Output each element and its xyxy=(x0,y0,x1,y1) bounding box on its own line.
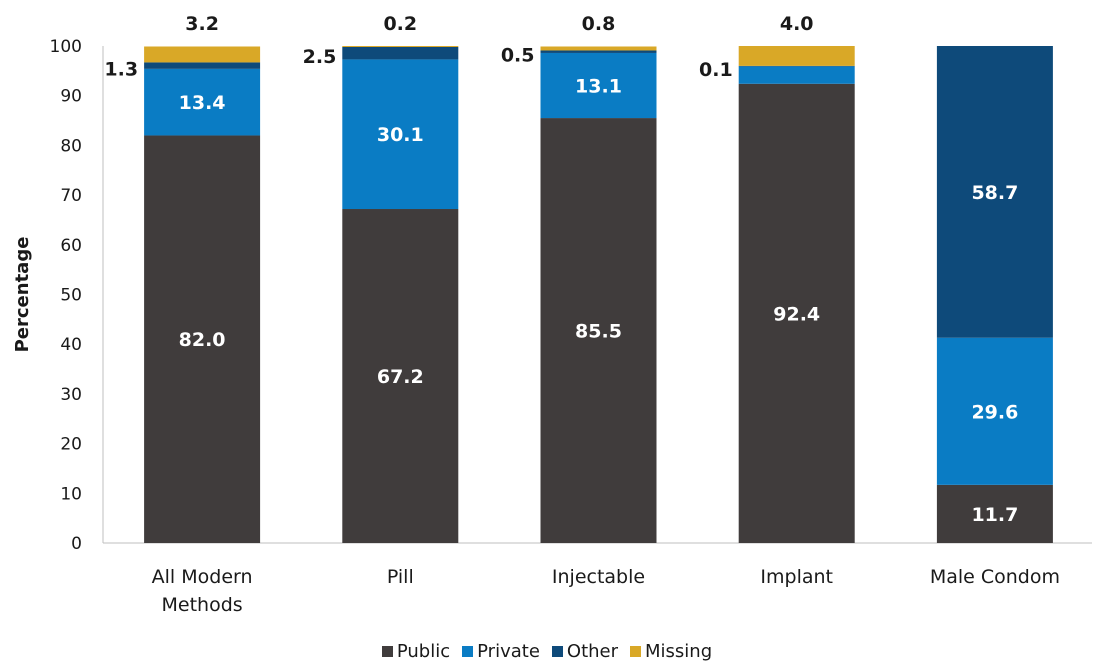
bar-private-1 xyxy=(342,59,459,210)
data-label-public-1: 67.2 xyxy=(377,366,424,388)
data-label-other-0: 1.3 xyxy=(104,59,138,81)
legend-item-public: Public xyxy=(381,640,451,662)
legend: Public Private Other Missing xyxy=(0,640,1094,662)
bar-public-4 xyxy=(936,484,1053,543)
data-label-missing-2: 0.8 xyxy=(582,13,616,35)
data-label-missing-1: 0.2 xyxy=(383,13,417,35)
data-label-private-1: 30.1 xyxy=(377,124,424,146)
bar-other-1 xyxy=(342,46,459,60)
y-axis-title: Percentage xyxy=(12,237,33,353)
legend-swatch xyxy=(630,645,642,657)
x-category-label-4: Male Condom xyxy=(930,566,1060,588)
data-label-public-3: 92.4 xyxy=(773,303,820,325)
bar-other-4 xyxy=(936,46,1053,338)
bar-missing-1 xyxy=(342,46,459,47)
legend-item-private: Private xyxy=(462,641,540,662)
data-label-other-4: 58.7 xyxy=(971,182,1018,204)
bar-missing-3 xyxy=(738,46,855,66)
y-tick-label: 80 xyxy=(60,136,82,156)
bar-private-4 xyxy=(936,337,1053,485)
bar-other-0 xyxy=(144,62,261,69)
legend-label: Other xyxy=(566,640,619,662)
data-label-public-0: 82.0 xyxy=(179,329,226,351)
data-label-private-0: 13.4 xyxy=(179,92,226,114)
legend-swatch xyxy=(381,645,393,657)
bar-private-0 xyxy=(144,68,261,136)
x-category-label-0: Methods xyxy=(162,594,243,616)
y-tick-label: 10 xyxy=(60,484,82,504)
bar-private-2 xyxy=(540,52,657,119)
bar-public-2 xyxy=(540,118,657,543)
y-tick-label: 20 xyxy=(60,435,82,455)
data-label-other-3: 0.1 xyxy=(699,59,733,81)
data-label-other-2: 0.5 xyxy=(501,45,535,67)
x-category-label-1: Pill xyxy=(387,566,414,588)
data-label-public-4: 11.7 xyxy=(971,504,1018,526)
data-label-public-2: 85.5 xyxy=(575,321,622,343)
y-tick-label: 30 xyxy=(60,385,82,405)
legend-item-other: Other xyxy=(551,640,619,662)
legend-label: Private xyxy=(477,640,540,662)
y-tick-label: 50 xyxy=(60,286,82,306)
data-label-private-4: 29.6 xyxy=(971,401,1018,423)
legend-label: Missing xyxy=(645,640,713,662)
legend-swatch xyxy=(462,645,474,657)
y-tick-label: 40 xyxy=(60,335,82,355)
y-tick-label: 70 xyxy=(60,186,82,206)
legend-item-missing: Missing xyxy=(630,641,712,662)
x-category-label-0: All Modern xyxy=(152,566,253,588)
x-category-label-3: Implant xyxy=(760,566,833,588)
legend-label: Public xyxy=(396,640,451,662)
bar-missing-0 xyxy=(144,46,261,63)
bar-other-2 xyxy=(540,50,657,53)
bar-missing-2 xyxy=(540,46,657,51)
legend-swatch xyxy=(551,645,563,657)
bar-public-3 xyxy=(738,83,855,543)
data-label-missing-0: 3.2 xyxy=(185,13,219,35)
y-tick-label: 0 xyxy=(71,534,82,554)
bar-private-3 xyxy=(738,66,855,84)
bar-public-1 xyxy=(342,209,459,544)
data-label-private-2: 13.1 xyxy=(575,76,622,98)
data-label-missing-3: 4.0 xyxy=(780,13,814,35)
y-tick-label: 90 xyxy=(60,87,82,107)
data-label-other-1: 2.5 xyxy=(303,46,337,68)
y-tick-label: 60 xyxy=(60,236,82,256)
bar-public-0 xyxy=(144,135,261,543)
x-category-label-2: Injectable xyxy=(552,566,645,588)
y-tick-label: 100 xyxy=(50,37,82,57)
